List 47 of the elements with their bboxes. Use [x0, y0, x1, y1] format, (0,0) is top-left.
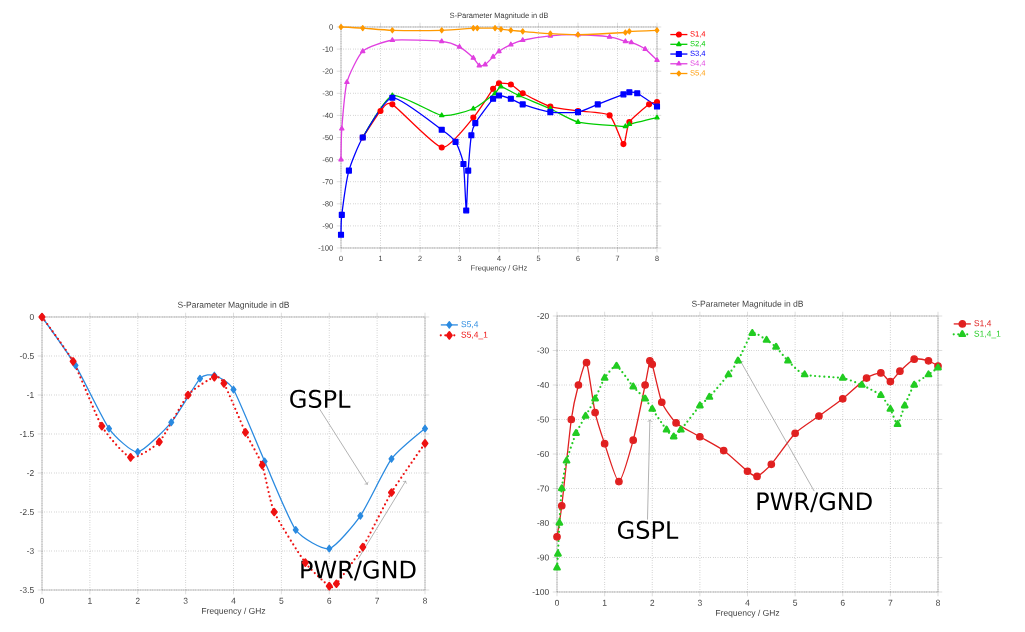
y-tick-label: -90	[537, 554, 549, 561]
y-tick-label: -70	[537, 485, 549, 492]
x-tick-label: 8	[936, 599, 940, 606]
annotation: PWR/GND	[301, 560, 416, 581]
x-tick-label: 1	[602, 599, 607, 606]
y-tick-label: -2	[27, 470, 34, 476]
y-tick-label: -30	[537, 347, 549, 354]
x-tick-label: 4	[231, 597, 236, 604]
x-tick-label: 7	[375, 597, 380, 604]
legend-label: S5,4_1	[461, 331, 488, 340]
x-tick-label: 2	[650, 599, 655, 606]
x-tick-label: 0	[39, 597, 45, 604]
y-tick-label: -3.5	[19, 587, 34, 593]
y-tick-label: -40	[537, 382, 549, 389]
x-tick-label: 0	[554, 599, 560, 606]
x-tick-label: 3	[183, 597, 188, 604]
x-tick-label: 5	[279, 597, 284, 604]
y-tick-label: -3	[27, 548, 34, 554]
y-tick-label: -60	[537, 451, 549, 458]
legend-label: S1,4_1	[974, 330, 1001, 339]
x-tick-label: 8	[423, 597, 427, 604]
chart-title: S-Parameter Magnitude in dB	[177, 301, 290, 310]
y-tick-label: -0.5	[19, 352, 34, 359]
x-axis-title: Frequency / GHz	[716, 609, 780, 618]
y-tick-label: -80	[537, 520, 549, 527]
x-tick-label: 2	[135, 597, 140, 604]
chart-title: S-Parameter Magnitude in dB	[691, 300, 804, 309]
legend-label: S1,4	[974, 320, 992, 328]
x-tick-label: 7	[888, 599, 893, 606]
annotation: GSPL	[290, 389, 351, 408]
x-tick-label: 5	[793, 599, 798, 606]
y-tick-label: -20	[537, 313, 549, 320]
x-tick-label: 6	[840, 599, 845, 606]
annotation: GSPL	[618, 520, 679, 539]
y-tick-label: -2.5	[19, 509, 34, 515]
x-axis-title: Frequency / GHz	[202, 607, 266, 616]
x-tick-label: 3	[697, 599, 702, 606]
legend-label: S5,4	[461, 321, 479, 329]
y-tick-label: -50	[537, 416, 549, 423]
x-tick-label: 1	[88, 597, 92, 604]
annotation: PWR/GND	[757, 492, 872, 513]
y-tick-label: 0	[29, 313, 34, 320]
y-tick-label: -100	[532, 589, 549, 595]
x-tick-label: 6	[327, 597, 332, 604]
y-tick-label: -1.5	[19, 431, 34, 437]
x-tick-label: 4	[745, 599, 750, 606]
y-tick-label: -1	[27, 392, 34, 398]
